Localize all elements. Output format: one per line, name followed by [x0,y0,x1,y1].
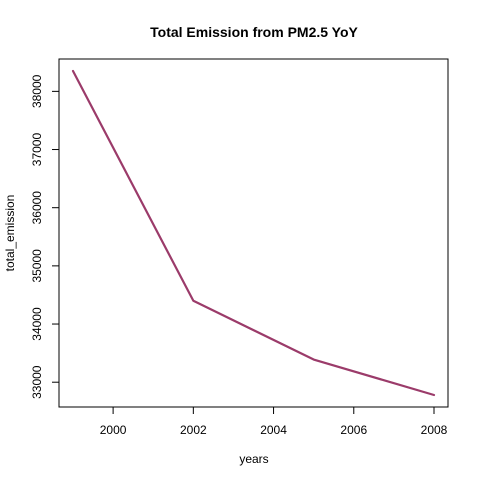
y-axis: 33000 34000 35000 36000 37000 38000 [30,74,60,399]
y-tick-label: 34000 [30,307,44,341]
series-line [71,69,436,397]
x-axis: 2000 2002 2004 2006 2008 [100,406,448,437]
plot-area-frame [58,58,449,408]
x-tick-label: 2004 [260,423,287,437]
series-layer [71,69,436,397]
x-tick-label: 2006 [340,423,367,437]
x-axis-label: years [239,452,268,466]
y-tick-label: 35000 [30,249,44,283]
x-tick-label: 2000 [100,423,127,437]
x-tick-label: 2002 [180,423,207,437]
y-tick-label: 37000 [30,133,44,167]
x-tick-label: 2008 [421,423,448,437]
y-axis-label: total_emission [3,195,17,272]
y-tick-label: 38000 [30,74,44,108]
y-tick-label: 36000 [30,191,44,225]
chart-title: Total Emission from PM2.5 YoY [150,24,358,40]
y-tick-label: 33000 [30,365,44,399]
